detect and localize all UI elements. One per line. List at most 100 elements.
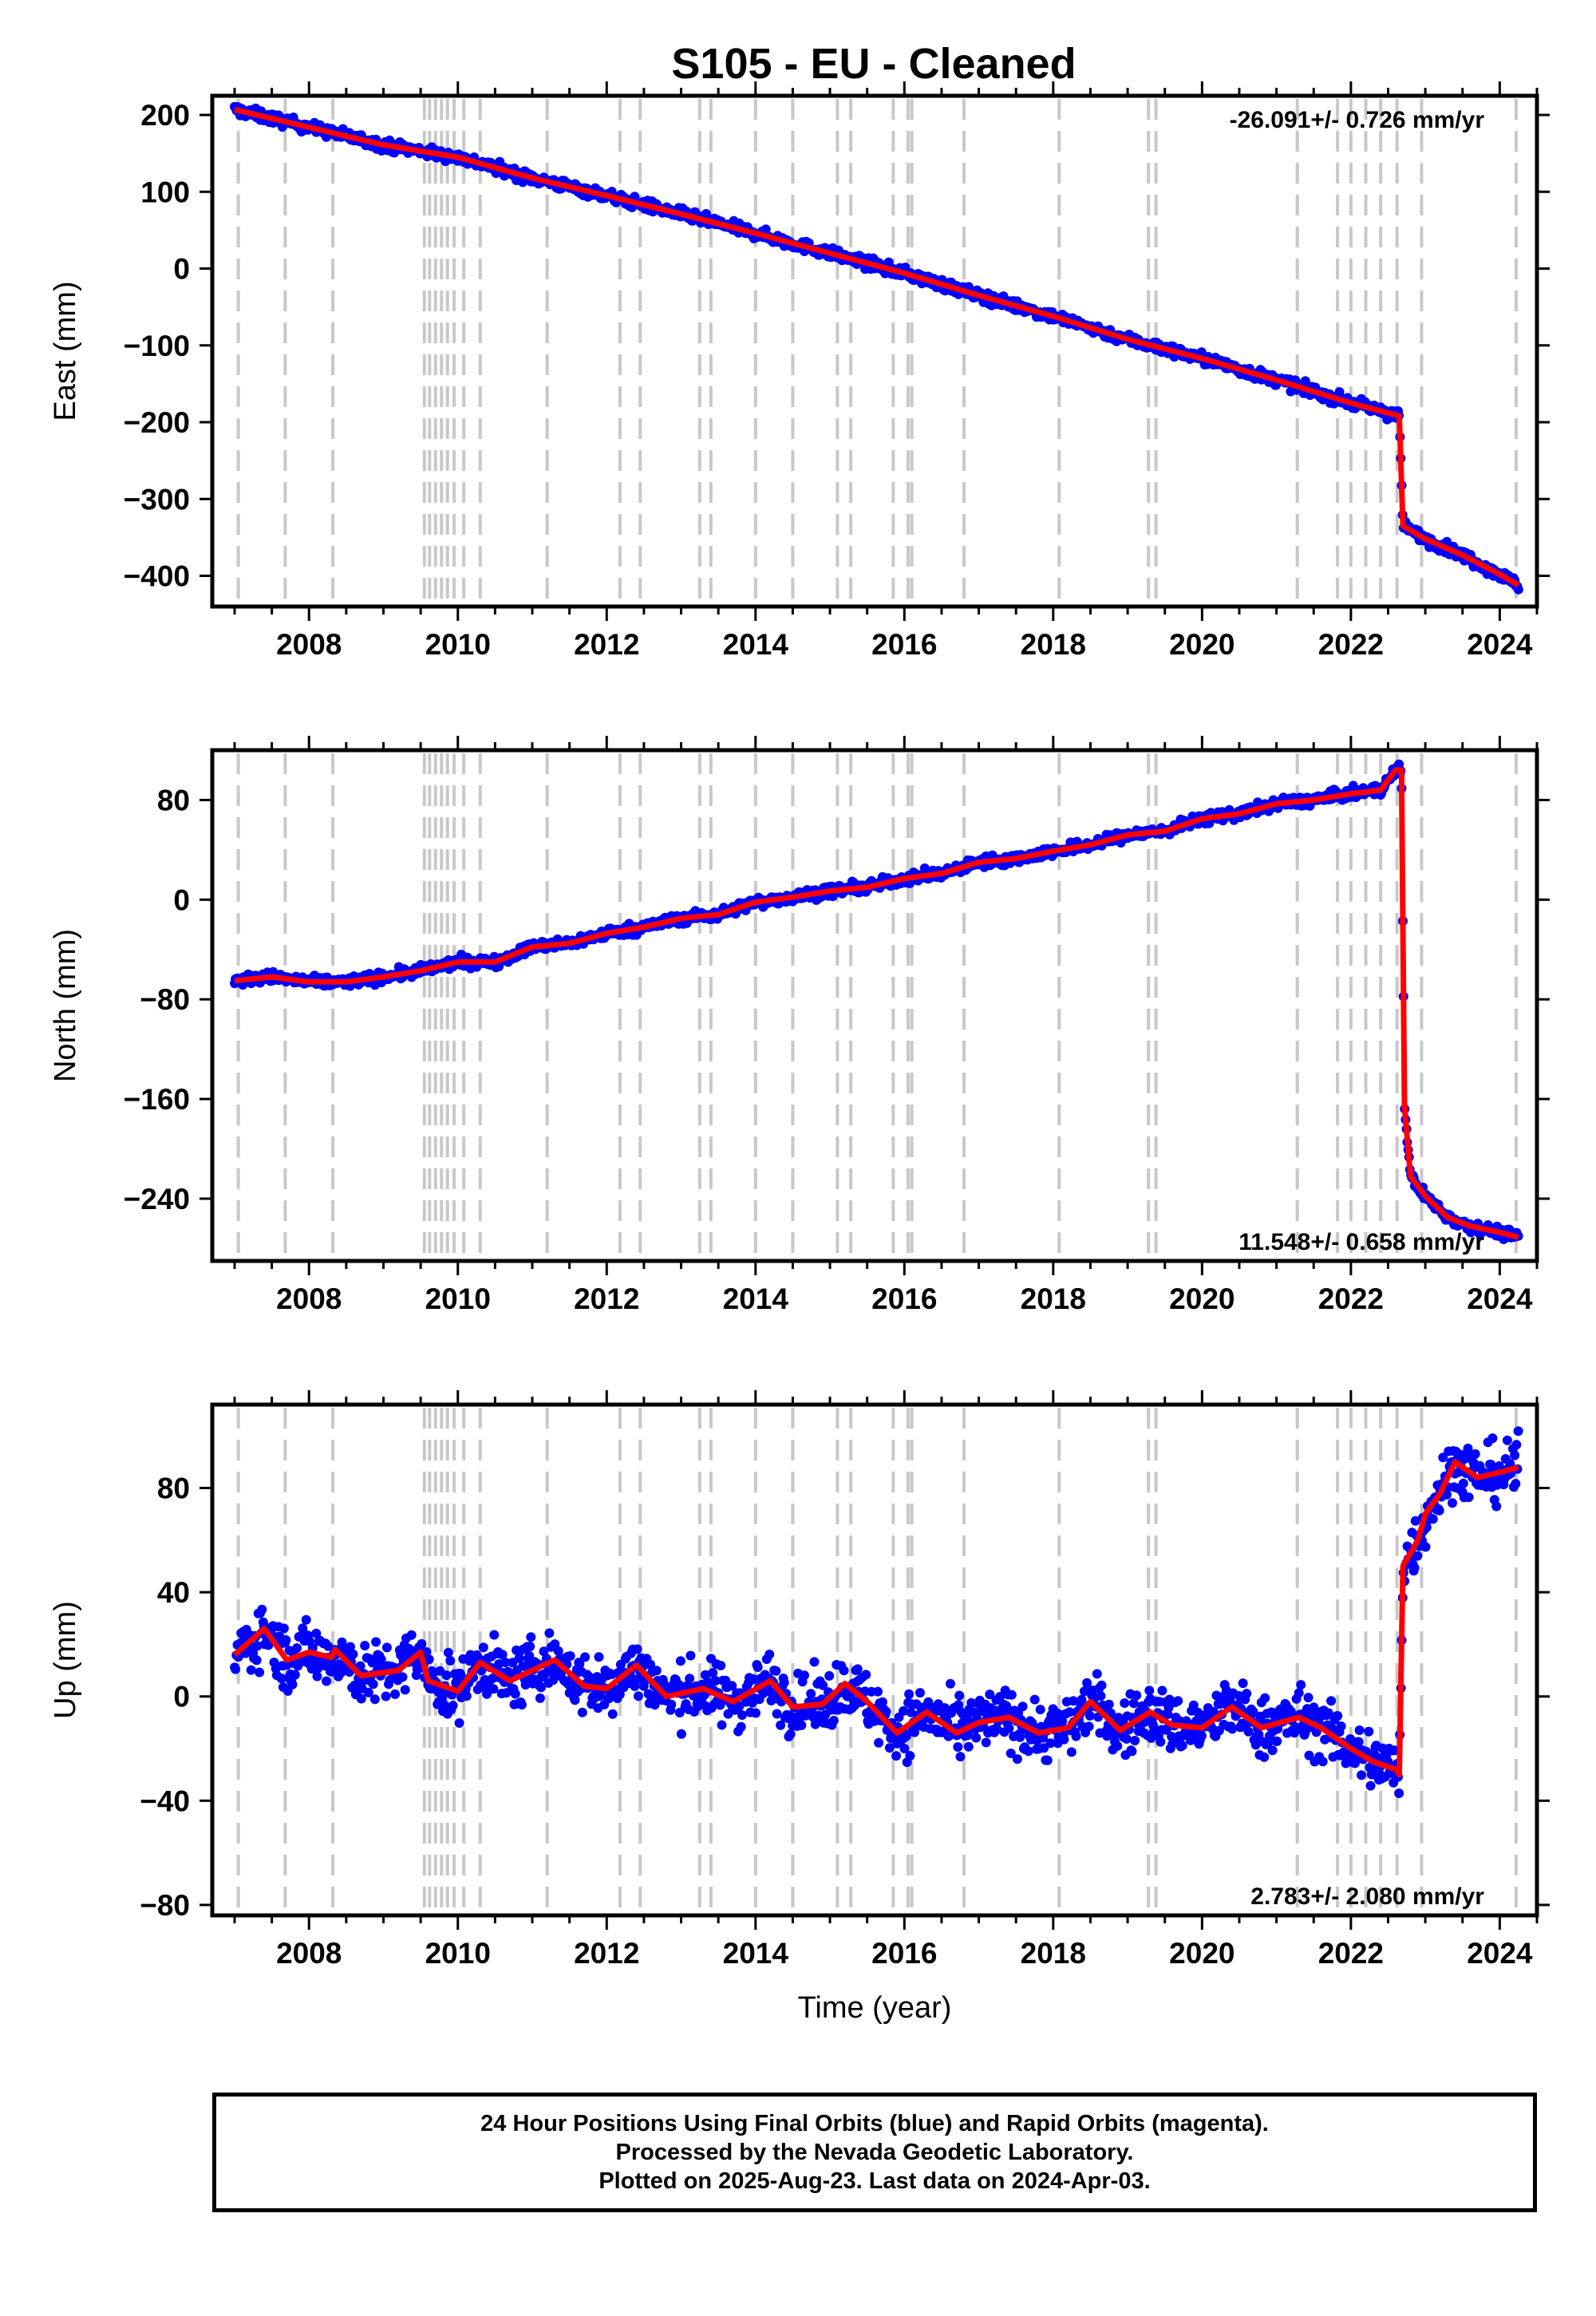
data-point [955,1752,966,1762]
data-point [953,1742,963,1752]
data-point [1035,1705,1045,1715]
data-point [417,1638,427,1649]
data-point [891,1751,901,1761]
velocity-annotation: -26.091+/- 0.726 mm/yr [1230,107,1485,133]
data-point [1294,1688,1304,1698]
data-point [1333,1711,1343,1721]
data-point [716,1661,726,1670]
x-tick-label: 2010 [425,1282,491,1315]
data-point [717,1720,727,1730]
data-point [1511,1440,1522,1450]
y-tick-label: −80 [140,983,190,1016]
data-point [1267,1745,1278,1756]
x-tick-label: 2022 [1318,1937,1384,1970]
data-point [1354,1725,1365,1735]
data-point [500,1658,511,1667]
data-point [1441,1489,1452,1500]
data-point [355,1661,365,1671]
x-tick-label: 2012 [574,1282,639,1315]
x-tick-label: 2016 [871,1282,937,1315]
model-line [234,106,1520,588]
x-tick-label: 2016 [871,628,937,661]
data-point [1079,1686,1089,1697]
data-point [1513,1426,1523,1437]
data-point [1059,1734,1069,1745]
data-point [1092,1669,1102,1679]
data-point [852,1664,863,1674]
data-point [1029,1694,1040,1705]
data-point [497,1650,508,1660]
data-point [356,1694,366,1704]
chart-title: S105 - EU - Cleaned [671,40,1076,88]
data-point [516,1700,527,1710]
data-point [963,1741,974,1752]
data-point [252,1641,263,1651]
data-point [535,1693,545,1703]
data-point [1272,1736,1282,1746]
data-point [488,1684,499,1694]
x-tick-label: 2008 [276,1937,342,1970]
data-point [904,1689,915,1699]
x-tick-label: 2008 [276,1282,342,1315]
processing-info-line-1: 24 Hour Positions Using Final Orbits (bl… [480,2111,1269,2136]
data-point [1317,1757,1328,1767]
data-point [1005,1749,1016,1758]
data-point [1464,1492,1474,1503]
data-point [281,1635,291,1646]
data-point [1238,1678,1248,1689]
x-tick-label: 2020 [1169,1282,1235,1315]
data-point [666,1699,677,1709]
data-point [381,1691,391,1701]
x-tick-label: 2008 [276,628,342,661]
data-point [1120,1698,1130,1708]
data-point [1065,1707,1075,1717]
x-tick-label: 2018 [1021,628,1086,661]
data-point [489,1630,500,1640]
data-point [1188,1700,1199,1710]
data-point [514,1653,524,1663]
data-point [1130,1736,1140,1745]
data-point [1364,1726,1374,1737]
data-point [594,1652,604,1662]
data-point [1458,1478,1468,1488]
data-point [1017,1701,1028,1712]
data-point [710,1676,721,1686]
data-point [1144,1686,1155,1696]
data-point [1511,1479,1521,1489]
x-axis-label: Time (year) [798,1991,952,2025]
data-point [369,1694,380,1705]
data-point [806,1689,816,1699]
data-point [861,1670,871,1680]
x-tick-label: 2010 [425,1937,491,1970]
x-tick-label: 2024 [1467,1937,1533,1970]
data-point [400,1685,410,1695]
data-point [290,1670,300,1680]
x-tick-label: 2014 [723,1937,789,1970]
x-tick-label: 2020 [1169,628,1235,661]
data-point [899,1744,910,1753]
x-tick-label: 2010 [425,628,491,661]
processing-info-box: 24 Hour Positions Using Final Orbits (bl… [212,2093,1537,2212]
x-tick-label: 2020 [1169,1937,1235,1970]
data-point [1350,1758,1360,1769]
data-point [915,1688,925,1698]
data-point [1394,1788,1404,1798]
y-axis-label: East (mm) [49,281,82,421]
data-point [565,1651,575,1661]
data-point [1438,1452,1448,1463]
data-point [1409,1563,1420,1573]
plot-frame [210,748,1539,1263]
data-point [1042,1755,1053,1765]
data-point [776,1720,786,1730]
data-point [251,1655,262,1666]
data-point [439,1700,449,1710]
data-point [346,1642,355,1652]
data-point [292,1643,302,1653]
data-point [1412,1551,1423,1561]
y-tick-label: 200 [140,99,190,132]
y-tick-label: −200 [124,406,190,439]
data-point [1365,1780,1376,1791]
data-point [1227,1724,1238,1734]
model-line [232,1459,1519,1778]
